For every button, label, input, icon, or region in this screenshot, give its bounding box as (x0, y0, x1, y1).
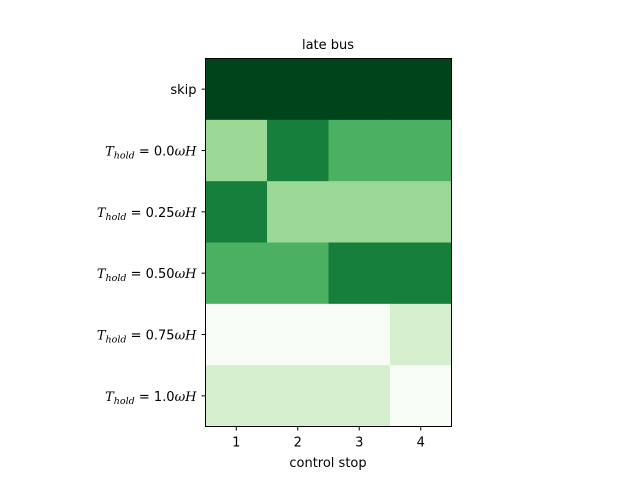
y-axis-ticks: skip Thold = 0.0ωH Thold = 0.25ωH Thold = 0… (97, 83, 206, 407)
heatmap-cell (390, 181, 452, 243)
y-tick-label: Thold = 0.75ωH (97, 329, 197, 346)
heatmap-cell (267, 303, 329, 366)
heatmap-cell (205, 58, 268, 121)
heatmap-cell (390, 365, 452, 427)
heatmap-cell (390, 242, 452, 305)
heatmap-cell (328, 119, 391, 182)
heatmap-cell (205, 365, 268, 427)
heatmap-cell (328, 365, 391, 427)
x-tick-label: 2 (294, 436, 302, 451)
heatmap-cell (205, 303, 268, 366)
y-tick-label: Thold = 0.0ωH (105, 145, 197, 162)
chart-title: late bus (302, 38, 354, 53)
y-tick-label: Thold = 0.25ωH (97, 206, 197, 223)
heatmap-cell (267, 58, 329, 121)
heatmap-cell (390, 303, 452, 366)
heatmap-cell (390, 119, 452, 182)
x-tick-label: 4 (417, 436, 425, 451)
x-tick-label: 1 (232, 436, 240, 451)
heatmap-cell (267, 181, 329, 243)
heatmap-cell (328, 58, 391, 121)
heatmap-cell (205, 181, 268, 243)
heatmap-cell (390, 58, 452, 121)
heatmap-cell (267, 365, 329, 427)
heatmap-cell (267, 242, 329, 305)
heatmap-cell (205, 242, 268, 305)
x-axis-label: control stop (289, 456, 366, 471)
heatmap-cell (205, 119, 268, 182)
y-tick-label: skip (170, 83, 196, 98)
x-tick-label: 3 (355, 436, 363, 451)
heatmap-cell (328, 303, 391, 366)
y-tick-label: Thold = 1.0ωH (105, 390, 197, 407)
y-tick-label: Thold = 0.50ωH (97, 267, 197, 284)
heatmap-cell (328, 181, 391, 243)
heatmap-cell (328, 242, 391, 305)
heatmap-cells (205, 58, 452, 427)
heatmap-cell (267, 119, 329, 182)
plot-frame (205, 58, 452, 427)
x-axis-ticks: 1 2 3 4 (232, 426, 425, 451)
